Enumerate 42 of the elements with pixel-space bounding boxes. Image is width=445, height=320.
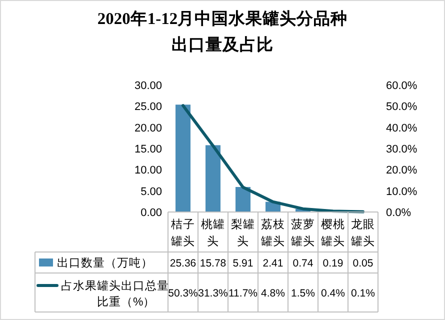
y-tick-label: 25.00	[134, 101, 162, 114]
chart-title: 2020年1-12月中国水果罐头分品种出口量及占比	[97, 9, 348, 54]
line-series	[182, 104, 364, 214]
data-label: 5.91	[232, 258, 254, 270]
data-label: 31.3%	[198, 288, 228, 300]
data-label: 0.19	[322, 258, 344, 270]
data-label: 4.8%	[261, 288, 285, 300]
bar	[236, 186, 250, 212]
bar	[176, 104, 190, 212]
y2-tick-label: 40.0%	[386, 122, 418, 134]
data-label: 1.5%	[291, 288, 315, 300]
x-tick-label: 荔枝罐头	[261, 218, 285, 248]
legend-label: 占水果罐头出口总量比重（%）	[61, 280, 169, 308]
x-tick-label: 桔子罐头	[170, 218, 195, 248]
y2-tick-label: 20.0%	[386, 164, 418, 177]
y-tick-label: 10.00	[134, 164, 162, 177]
data-label: 0.05	[352, 258, 374, 270]
legend-label: 出口数量（万吨）	[57, 256, 153, 270]
y2-tick-label: 0.0%	[386, 207, 412, 219]
y-tick-label: 0.00	[140, 207, 162, 219]
x-tick-label: 樱桃罐头	[321, 218, 345, 248]
y2-tick-label: 60.0%	[386, 80, 418, 92]
y-tick-label: 30.00	[134, 80, 162, 92]
bar	[206, 145, 220, 212]
y-tick-label: 20.00	[134, 122, 162, 134]
x-tick-label: 龙眼罐头	[351, 218, 375, 248]
data-label: 11.7%	[228, 288, 258, 300]
y-tick-label: 5.00	[140, 186, 162, 198]
y-tick-label: 15.00	[134, 144, 162, 156]
y2-tick-label: 50.0%	[386, 101, 418, 114]
data-label: 25.36	[170, 258, 196, 270]
x-tick-label: 梨罐头	[231, 218, 255, 248]
y2-tick-label: 10.0%	[386, 186, 418, 198]
x-tick-label: 桃罐头	[201, 218, 225, 248]
data-label: 2.41	[262, 258, 284, 270]
data-label: 15.78	[200, 258, 226, 270]
y2-tick-label: 30.0%	[386, 144, 418, 156]
data-label: 0.4%	[321, 288, 345, 300]
x-tick-label: 菠萝罐头	[291, 218, 315, 248]
data-label: 0.74	[292, 258, 314, 270]
data-label: 50.3%	[168, 288, 198, 300]
data-label: 0.1%	[351, 288, 375, 300]
